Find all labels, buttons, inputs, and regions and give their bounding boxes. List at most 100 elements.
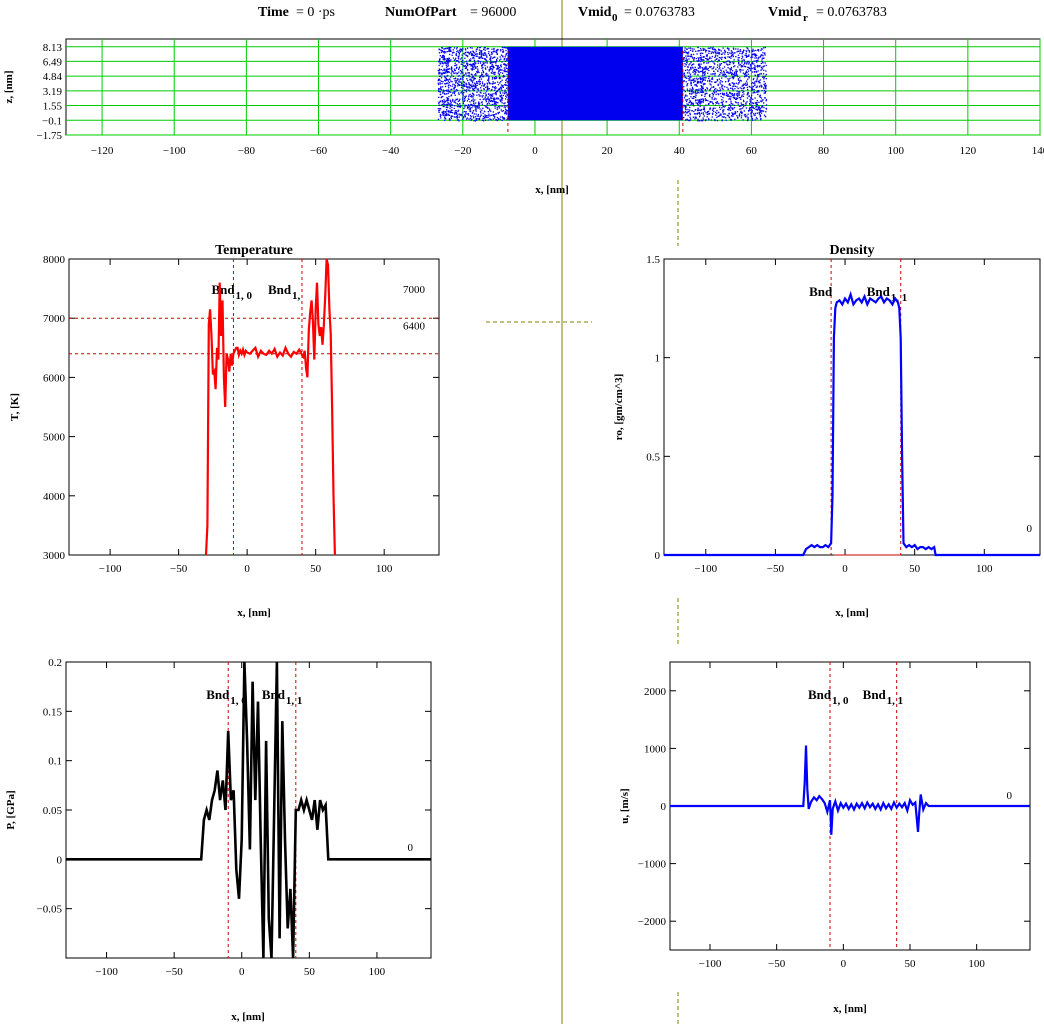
vapor-particle <box>444 75 446 77</box>
vapor-particle <box>453 107 455 110</box>
vapor-particle <box>728 49 730 51</box>
vapor-particle <box>459 77 462 80</box>
vapor-particle <box>477 70 479 72</box>
vapor-particle <box>452 75 454 77</box>
vapor-particle <box>469 93 471 96</box>
vapor-particle <box>752 113 755 115</box>
vapor-particle <box>698 63 701 65</box>
vapor-particle <box>703 108 705 110</box>
vapor-particle <box>482 76 484 78</box>
vapor-particle <box>700 112 703 114</box>
vapor-particle <box>708 118 710 120</box>
vapor-particle <box>445 61 447 64</box>
vapor-particle <box>485 92 487 94</box>
vapor-particle <box>726 114 728 116</box>
vapor-particle <box>711 78 713 80</box>
vapor-particle <box>492 103 494 106</box>
temperature-reference-label: 6400 <box>403 321 426 333</box>
vapor-particle <box>460 60 463 63</box>
vapor-particle <box>488 113 490 115</box>
vapor-particle <box>469 87 471 89</box>
vapor-particle <box>688 110 690 113</box>
vapor-particle <box>739 49 742 51</box>
vapor-particle <box>462 96 464 99</box>
vapor-particle <box>698 89 700 91</box>
vapor-particle <box>751 56 754 58</box>
vapor-particle <box>721 58 723 60</box>
vapor-particle <box>468 96 470 98</box>
vapor-particle <box>735 56 737 58</box>
vapor-particle <box>751 106 753 108</box>
vapor-particle <box>454 80 456 82</box>
vapor-particle <box>447 64 449 66</box>
vapor-particle <box>506 84 508 87</box>
vapor-particle <box>475 110 477 112</box>
vapor-particle <box>715 91 717 93</box>
vapor-particle <box>488 80 490 82</box>
vapor-particle <box>752 106 754 108</box>
vapor-particle <box>701 79 704 81</box>
vapor-particle <box>464 65 466 67</box>
vapor-particle <box>475 102 477 104</box>
vapor-particle <box>439 91 441 93</box>
vapor-particle <box>446 110 448 112</box>
vapor-particle <box>706 59 708 61</box>
vapor-particle <box>722 61 725 63</box>
vapor-particle <box>458 67 460 69</box>
vapor-particle <box>505 84 507 86</box>
vapor-particle <box>732 63 734 65</box>
vapor-particle <box>709 94 711 96</box>
vapor-particle <box>751 118 754 120</box>
vapor-particle <box>709 83 711 85</box>
vapor-particle <box>485 98 487 100</box>
vapor-particle <box>689 73 692 75</box>
vapor-particle <box>733 71 736 73</box>
vapor-particle <box>461 98 464 100</box>
vapor-particle <box>477 80 480 83</box>
vapor-particle <box>743 49 745 51</box>
vapor-particle <box>694 73 696 75</box>
vapor-particle <box>501 61 503 63</box>
vapor-particle <box>482 117 484 120</box>
vapor-particle <box>493 93 495 95</box>
vapor-particle <box>739 79 742 81</box>
vapor-particle <box>725 61 727 63</box>
vapor-particle <box>737 91 739 93</box>
vapor-particle <box>475 74 477 76</box>
vapor-particle <box>454 91 456 93</box>
vapor-particle <box>501 69 503 71</box>
vapor-particle <box>689 114 691 116</box>
vapor-particle <box>480 112 482 114</box>
vapor-particle <box>702 68 704 70</box>
vapor-particle <box>486 85 488 87</box>
vapor-particle <box>713 110 715 113</box>
vapor-particle <box>744 82 747 84</box>
vapor-particle <box>457 92 460 94</box>
vapor-particle <box>500 64 502 66</box>
vapor-particle <box>692 91 694 93</box>
vapor-particle <box>472 96 474 98</box>
vapor-particle <box>758 101 760 103</box>
vapor-particle <box>759 109 761 111</box>
vapor-particle <box>462 101 464 103</box>
vapor-particle <box>695 89 697 91</box>
vapor-particle <box>701 90 703 92</box>
temperature-boundary-label: Bnd <box>211 282 235 297</box>
vapor-particle <box>456 115 458 118</box>
vapor-particle <box>747 92 749 94</box>
pressure-ytick-label: 0.15 <box>43 706 63 718</box>
vapor-particle <box>464 104 466 106</box>
vapor-particle <box>714 56 716 58</box>
vapor-particle <box>754 66 756 68</box>
vapor-particle <box>481 85 483 87</box>
vapor-particle <box>745 70 747 72</box>
vapor-particle <box>500 109 502 111</box>
vapor-particle <box>505 105 507 107</box>
vapor-particle <box>455 82 457 84</box>
vapor-particle <box>488 103 490 105</box>
vapor-particle <box>468 94 470 96</box>
vapor-particle <box>477 68 479 70</box>
vapor-particle <box>721 53 723 55</box>
vapor-particle <box>697 113 699 115</box>
